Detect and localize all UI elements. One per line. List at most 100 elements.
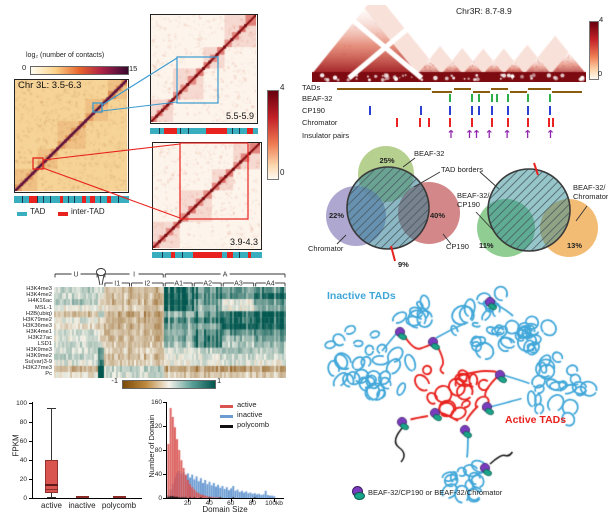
tad-bar-segment: [251, 252, 262, 258]
tad-bar-segment: [170, 252, 176, 258]
triangle-region-label: Chr3R: 8.7-8.9: [456, 6, 512, 16]
tad-bar-segment: [238, 252, 240, 258]
histone-group-label: I1: [114, 281, 120, 287]
hist-yaxis: [166, 402, 168, 499]
track-tick-cp190: [449, 105, 452, 115]
boxplot-ytick-label: 40: [19, 456, 27, 464]
tad-bar-segment: [232, 128, 234, 134]
tad-bar-segment: [188, 128, 207, 134]
boxplot-ytick: [28, 479, 32, 480]
tad-borders-pointer-left: [413, 171, 441, 188]
histone-row-label: Pc: [45, 371, 52, 378]
hist-ytick: [162, 426, 166, 427]
boxplot-ytick: [28, 498, 32, 499]
hist-ytick-label: 40: [154, 470, 162, 478]
complex-legend-text: BEAF-32/CP190 or BEAF-32/Chromator: [368, 488, 503, 497]
track-tick-cp190: [470, 105, 473, 115]
hist-legend-swatch: [220, 414, 233, 418]
tad-bar-segment: [23, 196, 29, 203]
histone-row-label: H3K79me2: [22, 316, 52, 323]
histone-row-label: Su(var)3-9: [24, 359, 52, 366]
boxplot-category-label: active: [41, 501, 62, 510]
intertad-legend-label: inter-TAD: [71, 207, 105, 216]
tad-bar-segment: [226, 252, 234, 258]
track-tick-beaf-32: [526, 93, 529, 102]
hic-inset-top-canvas: [151, 15, 256, 122]
hist-xtick: [209, 498, 211, 502]
venn-b32chrom-label-1: BEAF-32/: [573, 183, 606, 192]
inset-colorbar-min: 0: [280, 168, 285, 177]
venn-beaf32-pct: 25%: [379, 156, 395, 165]
tad-bar-segment: [176, 128, 181, 134]
histone-heatmap-canvas: [54, 287, 286, 378]
venn-beaf32-label: BEAF-32: [414, 149, 445, 158]
tads-track-segment: [491, 87, 509, 90]
tad-bar-segment: [118, 196, 130, 203]
tad-bar-segment: [37, 196, 39, 203]
track-tick-cp190: [478, 105, 481, 115]
venn-bottom-pct: 9%: [398, 260, 409, 269]
hist-ytick: [162, 402, 166, 403]
boxplot-ytick: [28, 403, 32, 404]
histone-group-label: A3: [234, 281, 243, 287]
histone-row-label: LSD1: [37, 340, 52, 347]
histone-row-label: MSL-1: [34, 304, 52, 311]
track-tick-cp190: [420, 105, 423, 115]
track-tick-chromator: [418, 118, 421, 127]
hic-colorbar-max: 15: [129, 64, 138, 73]
histone-row-label: H3K4me2: [26, 292, 52, 299]
histone-row-label: H3K9me3: [26, 347, 52, 353]
track-label-chromator: Chromator: [302, 118, 338, 127]
tad-track-main: [14, 196, 130, 203]
hist-xtick: [230, 498, 232, 502]
histone-row-label: H3K9me2: [26, 353, 52, 360]
beaf32cp190-pointer: [475, 211, 494, 231]
hic-colorbar-min: 0: [22, 63, 27, 72]
triangle-colorbar: [589, 21, 599, 80]
histone-bracket-line: [97, 274, 101, 286]
tad-bar-segment: [159, 128, 165, 134]
venn-cp190-pct: 40%: [430, 211, 446, 220]
boxplot-cap-bottom: [47, 496, 56, 498]
insulator-pair-arrow: ↑: [502, 128, 512, 141]
tad-bar-segment: [252, 128, 258, 134]
venn-chromator-pointer: [336, 234, 347, 245]
tad-bar-segment: [22, 196, 24, 203]
venn-diagrams: [326, 146, 598, 262]
histone-bracket-line: [101, 274, 105, 286]
insulator-pair-arrow: ↑: [471, 128, 482, 141]
hist-ytick-label: 120: [151, 422, 162, 430]
hic-inset-bottom-canvas: [153, 143, 260, 248]
track-tick-chromator: [526, 118, 529, 127]
venn-right-tad-borders-hatch: [487, 168, 571, 252]
tads-track-segment: [453, 87, 472, 90]
venn-tad-borders-label: TAD borders: [441, 165, 483, 174]
boxplot-ytick-label: 0: [23, 494, 27, 502]
tads-track-segment: [432, 90, 453, 93]
hic-region-label: Chr 3L: 3.5-6.3: [18, 80, 82, 91]
boxplot-category-label: polycomb: [101, 501, 137, 510]
tad-bar-segment: [247, 128, 253, 134]
hic-inset-top: 5.5-5.9: [150, 14, 258, 124]
histone-row-label: H3K36me3: [22, 322, 52, 329]
tad-bar-segment: [226, 128, 233, 134]
hic-colorbar-title: log₂ (number of contacts): [26, 52, 105, 59]
histone-group-label: U: [74, 272, 79, 279]
track-tick-beaf-32: [470, 93, 473, 102]
track-tick-cp190: [491, 105, 494, 115]
beaf32chromator-pointer: [575, 205, 588, 222]
tads-track-segment: [337, 87, 431, 90]
track-tick-beaf-32: [491, 93, 494, 102]
histone-group-label: I2: [144, 281, 150, 287]
hic-main-heatmap: Chr 3L: 3.5-6.3: [14, 79, 129, 193]
boxplot-ytick-label: 60: [19, 437, 27, 445]
boxplot-ytick: [28, 422, 32, 423]
boxplot-median2: [45, 488, 58, 490]
histone-colorbar-max: 1: [217, 376, 222, 385]
inset-bottom-label: 3.9-4.3: [229, 237, 258, 248]
tad-bar-segment: [161, 252, 163, 258]
hist-xtick: [252, 498, 254, 502]
track-tick-chromator: [395, 118, 398, 127]
venn-tad-borders-hatch: [346, 166, 430, 250]
